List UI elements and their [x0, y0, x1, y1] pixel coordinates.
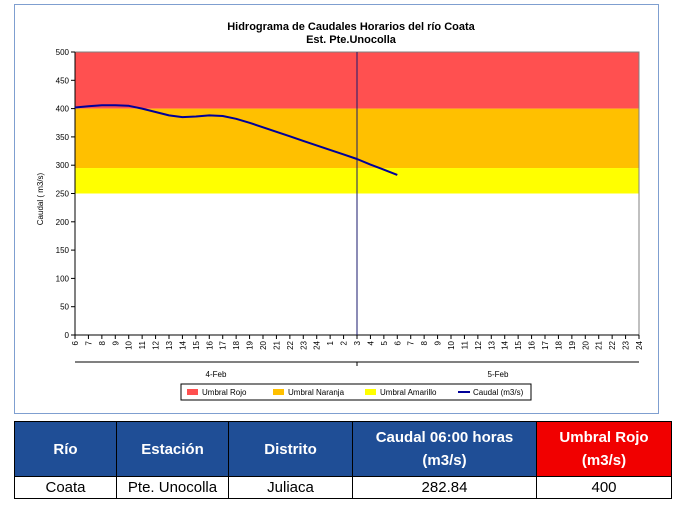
y-tick-label: 0 — [65, 331, 70, 340]
cell-caudal: 282.84 — [352, 476, 537, 499]
caudal-series-line — [74, 104, 398, 176]
legend-label: Umbral Naranja — [288, 388, 345, 397]
x-tick-label: 11 — [460, 340, 469, 349]
y-tick-label: 50 — [60, 303, 69, 312]
y-tick-label: 250 — [56, 190, 70, 199]
legend-swatch-2 — [365, 389, 376, 395]
chart-subtitle: Est. Pte.Unocolla — [306, 34, 397, 46]
x-tick-label: 19 — [246, 340, 255, 349]
cell-umbral-rojo: 400 — [536, 476, 672, 499]
x-tick-label: 6 — [71, 340, 80, 345]
y-tick-label: 150 — [56, 246, 70, 255]
x-tick-label: 9 — [434, 340, 443, 345]
header-umbral-rojo: Umbral Rojo (m3/s) — [536, 421, 672, 477]
legend-swatch-1 — [273, 389, 284, 395]
x-tick-label: 11 — [138, 340, 147, 349]
cell-rio: Coata — [14, 476, 117, 499]
table-row: Coata Pte. Unocolla Juliaca 282.84 400 — [14, 476, 672, 499]
cell-distrito: Juliaca — [228, 476, 353, 499]
x-tick-label: 16 — [205, 340, 214, 349]
x-tick-label: 24 — [313, 340, 322, 349]
x-tick-label: 23 — [299, 340, 308, 349]
chart-title: Hidrograma de Caudales Horarios del río … — [227, 21, 475, 33]
x-tick-label: 22 — [608, 340, 617, 349]
x-tick-label: 20 — [581, 340, 590, 349]
header-distrito: Distrito — [228, 421, 353, 477]
y-tick-label: 350 — [56, 133, 70, 142]
x-tick-label: 21 — [595, 340, 604, 349]
x-tick-label: 19 — [568, 340, 577, 349]
x-tick-label: 17 — [541, 340, 550, 349]
x-tick-label: 14 — [178, 340, 187, 349]
y-tick-label: 400 — [56, 105, 70, 114]
legend-box — [180, 383, 532, 401]
legend-swatch-0 — [187, 389, 198, 395]
x-tick-label: 15 — [192, 340, 201, 349]
x-tick-label: 9 — [111, 340, 120, 345]
header-caudal: Caudal 06:00 horas (m3/s) — [352, 421, 537, 477]
x-tick-label: 2 — [340, 340, 349, 345]
y-tick-label: 300 — [56, 161, 70, 170]
x-tick-label: 5 — [380, 340, 389, 345]
x-tick-label: 21 — [272, 340, 281, 349]
date-label-5feb: 5-Feb — [488, 370, 509, 379]
y-tick-label: 100 — [56, 274, 70, 283]
y-tick-label: 450 — [56, 76, 70, 85]
y-tick-label: 500 — [56, 48, 70, 57]
x-tick-label: 10 — [125, 340, 134, 349]
cell-estacion: Pte. Unocolla — [116, 476, 229, 499]
x-tick-label: 17 — [219, 340, 228, 349]
date-label-4feb: 4-Feb — [206, 370, 227, 379]
x-tick-label: 13 — [165, 340, 174, 349]
legend-label: Umbral Amarillo — [380, 388, 437, 397]
chart-panel: Hidrograma de Caudales Horarios del río … — [14, 4, 659, 414]
x-tick-label: 8 — [98, 340, 107, 345]
header-rio: Río — [14, 421, 117, 477]
x-tick-label: 6 — [393, 340, 402, 345]
x-tick-label: 7 — [407, 340, 416, 345]
x-tick-label: 12 — [474, 340, 483, 349]
x-tick-label: 18 — [554, 340, 563, 349]
x-tick-label: 7 — [84, 340, 93, 345]
legend-label: Umbral Rojo — [202, 388, 247, 397]
x-tick-label: 15 — [514, 340, 523, 349]
x-tick-label: 23 — [622, 340, 631, 349]
x-tick-label: 16 — [528, 340, 537, 349]
x-tick-label: 20 — [259, 340, 268, 349]
x-tick-label: 3 — [353, 340, 362, 345]
hydrograph-chart: Hidrograma de Caudales Horarios del río … — [36, 21, 644, 401]
x-tick-label: 24 — [635, 340, 644, 349]
x-tick-label: 12 — [152, 340, 161, 349]
y-axis-label: Caudal ( m3/s) — [36, 172, 45, 225]
y-tick-label: 200 — [56, 218, 70, 227]
legend-label: Caudal (m3/s) — [473, 388, 524, 397]
x-tick-label: 1 — [326, 340, 335, 345]
x-tick-label: 4 — [366, 340, 375, 345]
x-tick-label: 10 — [447, 340, 456, 349]
x-tick-label: 13 — [487, 340, 496, 349]
x-tick-label: 22 — [286, 340, 295, 349]
x-tick-label: 18 — [232, 340, 241, 349]
header-estacion: Estación — [116, 421, 229, 477]
x-tick-label: 8 — [420, 340, 429, 345]
x-tick-label: 14 — [501, 340, 510, 349]
station-table: Río Estación Distrito Caudal 06:00 horas… — [14, 421, 672, 499]
